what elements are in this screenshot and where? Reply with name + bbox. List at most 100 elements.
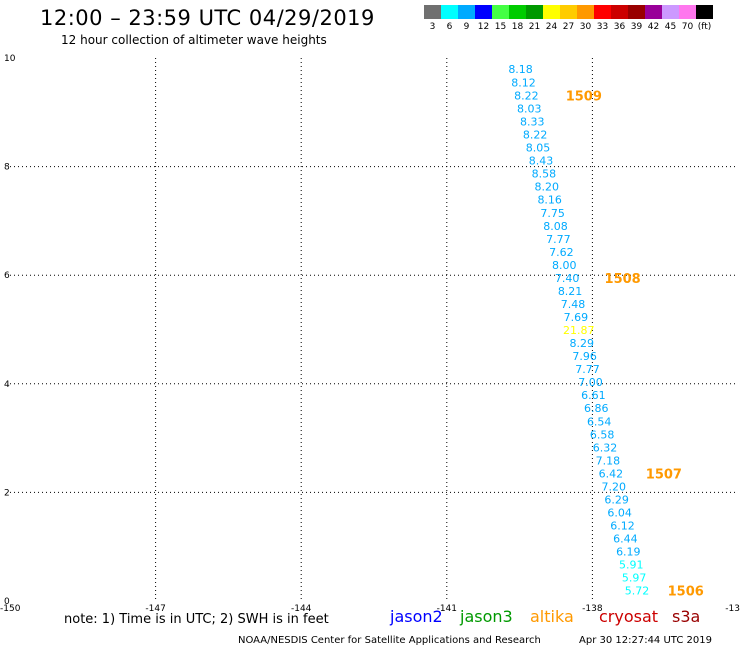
swh-point: 7.69 [564, 311, 589, 324]
y-tick-label: 6 [4, 271, 10, 281]
swh-point: 6.19 [616, 546, 641, 559]
satellite-jason3-label: jason3 [460, 607, 513, 626]
swh-point: 6.29 [604, 493, 629, 506]
y-tick-label: 8 [4, 163, 10, 173]
footer-note: note: 1) Time is in UTC; 2) SWH is in fe… [64, 612, 329, 627]
color-scale-label: 33 [596, 22, 609, 32]
y-tick-label: 4 [4, 380, 10, 390]
swh-point: 8.16 [537, 194, 562, 207]
swh-point: 8.21 [558, 285, 583, 298]
swh-point: 8.58 [532, 168, 557, 181]
color-scale-label: 15 [494, 22, 507, 32]
time-marker-label: 1508 [605, 272, 641, 287]
x-tick-label: -147 [145, 604, 165, 614]
swh-point: 6.54 [587, 415, 612, 428]
color-swatch-18 [509, 5, 526, 19]
color-scale-label: 39 [630, 22, 643, 32]
swh-point: 8.08 [543, 220, 568, 233]
swh-point: 5.97 [622, 572, 647, 585]
color-scale-label: 36 [613, 22, 626, 32]
color-swatch-9 [458, 5, 475, 19]
satellite-cryosat-label: cryosat [599, 607, 659, 626]
color-scale-label: 3 [429, 22, 436, 32]
swh-point: 8.33 [520, 116, 545, 129]
swh-point: 6.86 [584, 402, 609, 415]
chart-title: 12:00 – 23:59 UTC 04/29/2019 [40, 6, 375, 30]
x-tick-label: -141 [437, 604, 457, 614]
time-marker-label: 1506 [668, 585, 704, 600]
color-scale-label: 45 [664, 22, 677, 32]
swh-point: 8.20 [535, 181, 560, 194]
color-scale-label: 9 [463, 22, 470, 32]
swh-point: 7.00 [578, 376, 603, 389]
swh-point: 7.96 [572, 350, 597, 363]
color-swatch-33 [594, 5, 611, 19]
swh-point: 7.40 [555, 272, 580, 285]
swh-point: 8.22 [523, 129, 548, 142]
swh-point: 8.12 [511, 76, 536, 89]
color-swatch-45 [662, 5, 679, 19]
color-scale-label: 18 [511, 22, 524, 32]
swh-point: 8.03 [517, 102, 542, 115]
color-swatch-6 [441, 5, 458, 19]
color-scale-label: 70 [681, 22, 694, 32]
satellite-altika-label: altika [530, 607, 574, 626]
swh-point: 21.87 [563, 324, 595, 337]
swh-point: 7.77 [546, 233, 571, 246]
color-swatch-ft [696, 5, 713, 19]
swh-point: 6.42 [599, 467, 624, 480]
swh-point: 6.12 [610, 520, 635, 533]
color-swatch-30 [577, 5, 594, 19]
swh-point: 8.29 [569, 337, 594, 350]
swh-point: 5.91 [619, 559, 644, 572]
color-scale-label: 6 [446, 22, 453, 32]
swh-point: 8.18 [508, 63, 533, 76]
swh-point: 8.05 [526, 142, 551, 155]
swh-point: 7.77 [575, 363, 600, 376]
swh-point: 6.44 [613, 533, 638, 546]
swh-point: 7.48 [561, 298, 586, 311]
color-scale-label: 42 [647, 22, 660, 32]
color-swatch-42 [645, 5, 662, 19]
swh-point: 6.61 [581, 389, 606, 402]
color-scale-label: 21 [528, 22, 541, 32]
swh-point: 7.62 [549, 246, 574, 259]
color-swatch-24 [543, 5, 560, 19]
x-tick-label: -13 [725, 604, 740, 614]
color-scale-label: 12 [477, 22, 490, 32]
chart-subtitle: 12 hour collection of altimeter wave hei… [61, 33, 327, 47]
swh-point: 8.22 [514, 89, 539, 102]
x-tick-label: -144 [291, 604, 312, 614]
x-tick-label: -138 [582, 604, 603, 614]
swh-point: 5.72 [625, 585, 650, 598]
swh-point: 8.43 [529, 155, 554, 168]
color-swatch-15 [492, 5, 509, 19]
x-tick-label: -150 [0, 604, 21, 614]
swh-point: 6.58 [590, 428, 615, 441]
color-scale-label: 30 [579, 22, 592, 32]
swh-point: 6.04 [607, 506, 632, 519]
color-swatch-27 [560, 5, 577, 19]
color-swatch-3 [424, 5, 441, 19]
color-swatch-21 [526, 5, 543, 19]
color-swatch-36 [611, 5, 628, 19]
color-scale-label: 24 [545, 22, 558, 32]
time-marker-label: 1509 [566, 89, 602, 104]
color-swatch-12 [475, 5, 492, 19]
swh-point: 7.20 [602, 480, 627, 493]
satellite-jason2-label: jason2 [390, 607, 443, 626]
time-marker-label: 1507 [646, 467, 682, 482]
color-scale-label: (ft) [697, 22, 712, 32]
color-scale-label: 27 [562, 22, 575, 32]
swh-point: 6.32 [593, 441, 618, 454]
credit-text: NOAA/NESDIS Center for Satellite Applica… [238, 635, 541, 646]
swh-point: 7.75 [540, 207, 565, 220]
y-tick-label: 2 [4, 488, 10, 498]
satellite-s3a-label: s3a [672, 607, 701, 626]
generated-timestamp: Apr 30 12:27:44 UTC 2019 [579, 635, 712, 646]
swh-point: 8.00 [552, 259, 577, 272]
color-swatch-39 [628, 5, 645, 19]
y-tick-label: 0 [4, 597, 10, 607]
swh-point: 7.18 [596, 454, 621, 467]
